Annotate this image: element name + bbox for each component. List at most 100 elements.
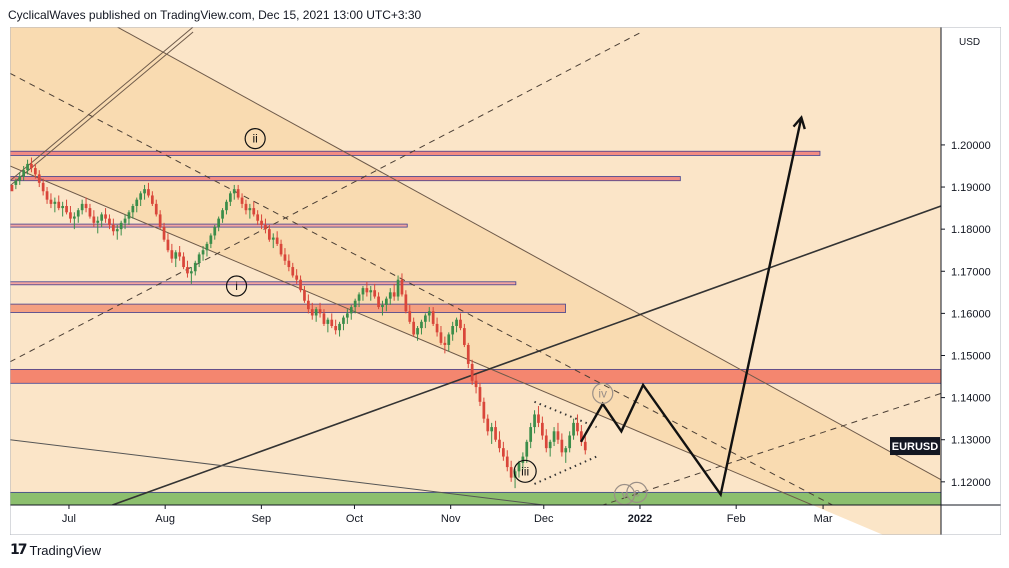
candle-body — [400, 279, 404, 295]
wave-label-i: i — [235, 279, 238, 293]
candle-body — [57, 201, 61, 209]
price-level-label: 1.19000 — [951, 182, 991, 194]
old-uptrend-line-parallel[interactable] — [10, 31, 194, 187]
candle-body — [334, 326, 338, 331]
candle-body — [443, 342, 447, 345]
candle-body — [150, 195, 154, 204]
candle-body — [147, 189, 150, 196]
price-level-label: 1.17000 — [951, 266, 991, 278]
candle-body — [303, 290, 306, 301]
footer: 17 TradingView — [10, 542, 101, 558]
symbol-badge[interactable] — [890, 437, 940, 456]
candle-body — [330, 319, 334, 327]
candle-body — [459, 319, 462, 329]
candle-body — [127, 212, 131, 219]
zone-level-1.167[interactable] — [10, 281, 517, 286]
price-level-label: 1.15000 — [951, 350, 991, 362]
chart-container[interactable]: ii i iii iv v c 1.20000 1.19000 1.18000 1.17000 1.… — [9, 0, 1002, 560]
candle-body — [88, 208, 92, 217]
candle-body — [396, 279, 400, 297]
declining-support-line[interactable] — [10, 439, 544, 505]
wedge-lower[interactable] — [534, 455, 597, 485]
currency-label: USD — [959, 37, 980, 48]
candle-body — [388, 292, 392, 299]
candle-body — [353, 300, 357, 308]
candle-body — [345, 313, 349, 318]
wedge-upper[interactable] — [534, 400, 597, 429]
candle-body — [544, 435, 548, 449]
candle-body — [221, 210, 224, 219]
candle-body — [205, 243, 209, 251]
candle-body — [326, 319, 330, 324]
candle-body — [423, 315, 427, 322]
candle-body — [41, 182, 45, 192]
symbol-badge-label: EURUSD — [892, 441, 939, 453]
candle-body — [572, 422, 575, 436]
candle-body — [482, 401, 486, 419]
candle-body — [490, 427, 494, 432]
zone-resistance-1.192[interactable] — [10, 176, 681, 182]
candle-body — [564, 448, 568, 453]
upper-dashed-trend[interactable] — [10, 30, 644, 363]
price-level-label: 1.14000 — [951, 393, 991, 405]
candle-body — [314, 309, 318, 316]
zone-support-1.117[interactable] — [10, 491, 941, 505]
wave-label-circle — [613, 483, 636, 505]
candle-body — [115, 229, 119, 232]
zone-level-1.181[interactable] — [10, 223, 408, 228]
candle-body — [18, 176, 22, 181]
candle-body — [361, 288, 365, 295]
candle-body — [271, 237, 275, 240]
candle-body — [49, 199, 53, 204]
candle-body — [186, 267, 189, 274]
old-uptrend-line[interactable] — [10, 27, 194, 182]
zone-resistance-1.198[interactable] — [10, 150, 821, 156]
candle-body — [256, 214, 260, 221]
candle-body — [154, 203, 158, 215]
candle-body — [139, 193, 143, 200]
candle-body — [158, 214, 162, 228]
candle-body — [427, 311, 431, 316]
candle-body — [404, 294, 408, 312]
candle-body — [143, 189, 146, 194]
candle-body — [494, 427, 497, 440]
candle-body — [209, 235, 213, 244]
upper-channel-line[interactable] — [10, 27, 941, 481]
candle-body — [525, 441, 529, 457]
candle-body — [580, 431, 583, 442]
candle-body — [80, 203, 84, 211]
time-tick-label: Jul — [62, 513, 76, 525]
candle-body — [232, 189, 236, 194]
candle-body — [556, 431, 560, 440]
publish-header: CyclicalWaves published on TradingView.c… — [8, 8, 422, 22]
candle-body — [240, 197, 244, 204]
candle-body — [369, 290, 373, 293]
candle-body — [517, 462, 521, 472]
candle-body — [236, 189, 240, 198]
lower-channel-line[interactable] — [10, 165, 832, 513]
candle-body — [104, 214, 107, 219]
candle-body — [416, 328, 419, 335]
candle-body — [37, 174, 41, 183]
candle-body — [228, 193, 232, 202]
candle-body — [486, 418, 490, 432]
candle-body — [267, 229, 271, 240]
candle-body — [26, 163, 29, 171]
wave-label-iii: iii — [521, 464, 529, 478]
mid-channel-line[interactable] — [10, 72, 833, 505]
candle-body — [541, 422, 544, 436]
candle-body — [392, 292, 396, 297]
price-level-label: 1.18000 — [951, 224, 991, 236]
channel-fill — [10, 0, 941, 560]
zone-zone-1.161[interactable] — [10, 303, 566, 313]
time-tick-label: Nov — [441, 513, 461, 525]
wave-label-circle — [592, 382, 614, 404]
long-uptrend-line[interactable] — [112, 205, 941, 505]
tradingview-brand: TradingView — [29, 542, 102, 558]
candle-body — [560, 439, 564, 453]
candle-body — [502, 448, 505, 457]
projection-path[interactable] — [579, 117, 803, 498]
time-tick-label: Aug — [155, 513, 175, 525]
candle-body — [193, 262, 197, 272]
